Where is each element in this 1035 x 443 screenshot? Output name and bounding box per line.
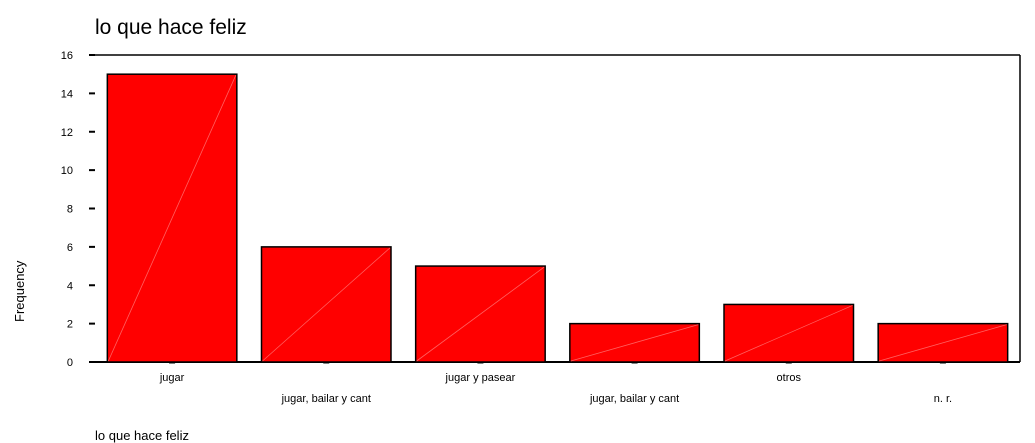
y-tick-label-3: 6	[67, 242, 73, 254]
y-tick-label-4: 8	[67, 204, 73, 216]
x-tick-label-1: jugar, bailar y cant	[281, 393, 371, 405]
bar-hatch-1	[262, 247, 391, 362]
y-tick-label-0: 0	[67, 357, 73, 369]
x-tick-label-3: jugar, bailar y cant	[589, 393, 679, 405]
bar-hatch-5	[879, 324, 1007, 362]
plot-area: 0 2 4 6 8 10 12 14 16 jugar jugar, bailar y cant ju…	[61, 50, 1021, 405]
x-tick-label-5: n. r.	[934, 393, 952, 405]
x-tick-label-4: otros	[777, 372, 802, 384]
x-tick-label-0: jugar	[159, 372, 185, 384]
bar-hatch-4	[724, 305, 853, 362]
bar-hatch-0	[107, 75, 237, 362]
y-tick-label-6: 12	[61, 127, 73, 139]
y-tick-label-5: 10	[61, 165, 73, 177]
x-axis-title: lo que hace feliz	[95, 428, 189, 443]
bar-hatch-2	[416, 266, 545, 362]
y-tick-label-2: 4	[67, 280, 73, 292]
y-tick-label-1: 2	[67, 319, 73, 331]
y-tick-label-7: 14	[61, 88, 73, 100]
bar-hatch-3	[570, 324, 699, 362]
y-axis-title: Frequency	[12, 260, 27, 322]
chart-title: lo que hace feliz	[95, 16, 247, 39]
y-tick-label-8: 16	[61, 50, 73, 62]
x-tick-label-2: jugar y pasear	[445, 372, 516, 384]
